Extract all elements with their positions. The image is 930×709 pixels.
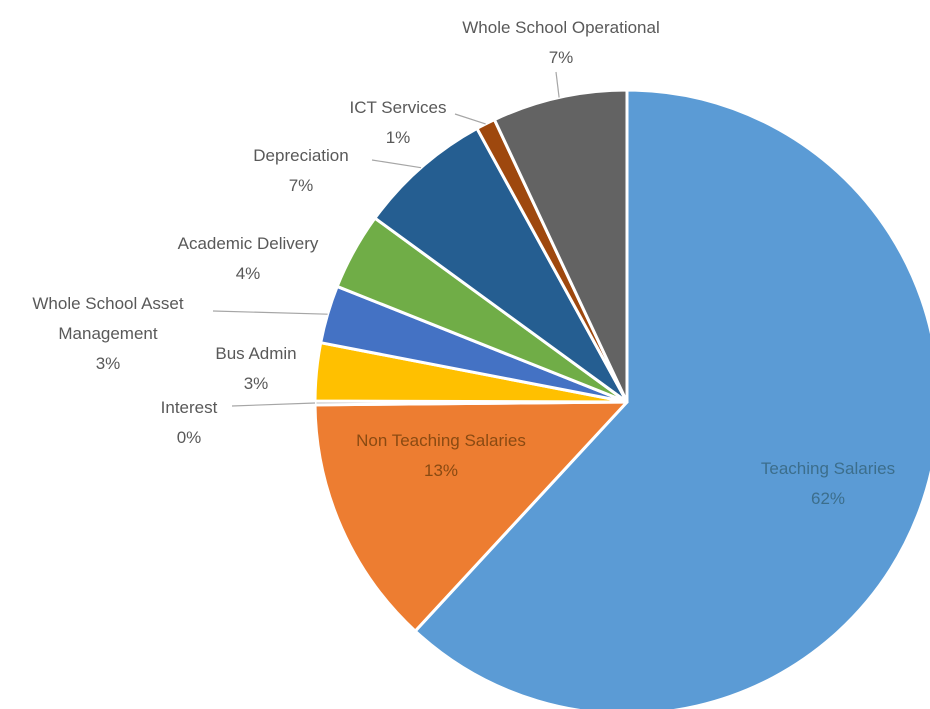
leader-line-asset_mgmt [212,310,328,315]
pct-depreciation: 7% [289,176,314,195]
label-bus-admin: Bus Admin [215,344,296,363]
label-asset-management-line1: Whole School Asset [32,294,183,313]
leader-lines [212,71,560,407]
pct-whole-school-operational: 7% [549,48,574,67]
slice-teaching [413,88,930,709]
label-teaching-salaries: Teaching Salaries [761,459,895,478]
label-whole-school-operational: Whole School Operational [462,18,660,37]
pct-bus-admin: 3% [244,374,269,393]
label-academic-delivery: Academic Delivery [178,234,319,253]
slice-non_teaching [313,400,629,633]
pie-slices [313,88,930,709]
pct-non-teaching-salaries: 13% [424,461,458,480]
leader-line-operational [555,71,560,98]
slice-depreciation [373,126,629,404]
label-ict-services: ICT Services [350,98,447,117]
leader-line-interest [231,402,316,407]
leader-line-ict [454,113,486,125]
label-non-teaching-salaries: Non Teaching Salaries [356,431,526,450]
label-asset-management-line2: Management [58,324,158,343]
label-interest: Interest [161,398,218,417]
pct-ict-services: 1% [386,128,411,147]
pct-teaching-salaries: 62% [811,489,845,508]
pct-academic-delivery: 4% [236,264,261,283]
pct-interest: 0% [177,428,202,447]
leader-line-depreciation [371,159,422,169]
pct-asset-management: 3% [96,354,121,373]
label-depreciation: Depreciation [253,146,348,165]
